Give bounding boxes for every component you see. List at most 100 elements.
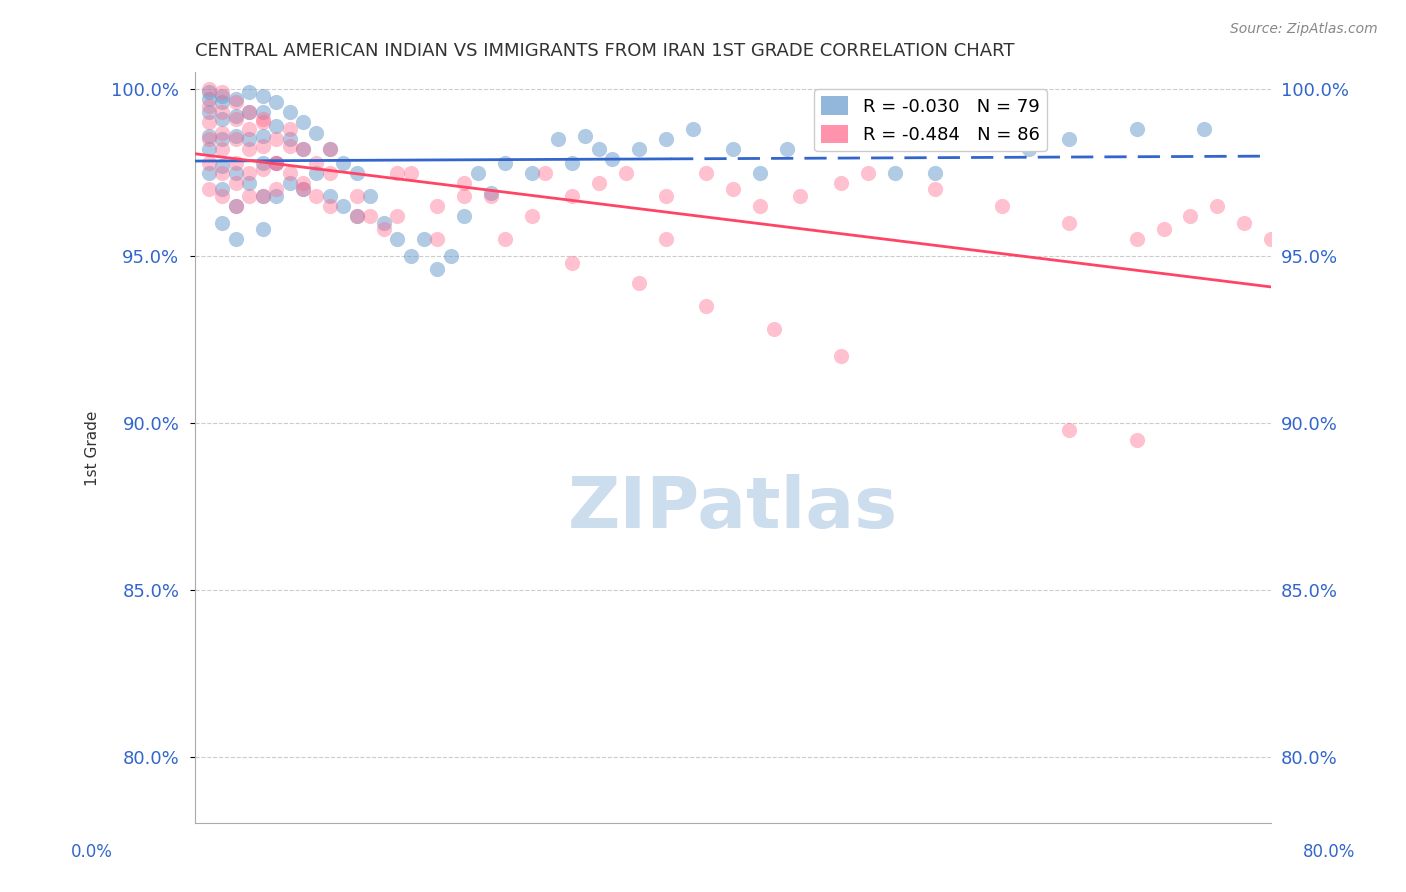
Point xyxy=(238,105,260,120)
Point xyxy=(291,182,314,196)
Point xyxy=(319,199,342,213)
Point xyxy=(924,182,946,196)
Point xyxy=(291,182,314,196)
Point xyxy=(225,199,247,213)
Point xyxy=(211,189,233,203)
Point xyxy=(561,189,583,203)
Point xyxy=(252,88,274,103)
Point xyxy=(453,176,475,190)
Point xyxy=(373,222,395,236)
Point xyxy=(252,189,274,203)
Point xyxy=(346,209,368,223)
Point xyxy=(883,165,905,179)
Point xyxy=(291,142,314,156)
Point xyxy=(264,189,287,203)
Point xyxy=(198,132,221,146)
Point xyxy=(1233,216,1256,230)
Point xyxy=(588,176,610,190)
Point xyxy=(198,82,221,96)
Point xyxy=(815,119,838,133)
Point xyxy=(225,92,247,106)
Point xyxy=(264,95,287,110)
Point xyxy=(399,165,422,179)
Point xyxy=(305,165,328,179)
Point xyxy=(278,105,301,120)
Point xyxy=(534,165,557,179)
Point xyxy=(600,152,623,166)
Point xyxy=(198,86,221,100)
Point xyxy=(695,165,717,179)
Point xyxy=(695,299,717,313)
Point xyxy=(494,155,516,169)
Point xyxy=(305,155,328,169)
Point xyxy=(1125,433,1147,447)
Point xyxy=(211,112,233,127)
Point xyxy=(332,155,354,169)
Point xyxy=(238,189,260,203)
Point xyxy=(426,199,449,213)
Point xyxy=(346,189,368,203)
Y-axis label: 1st Grade: 1st Grade xyxy=(86,410,100,485)
Point xyxy=(198,182,221,196)
Point xyxy=(264,132,287,146)
Point xyxy=(628,142,651,156)
Point xyxy=(467,165,489,179)
Point xyxy=(211,142,233,156)
Point xyxy=(225,128,247,143)
Point xyxy=(385,232,408,246)
Point xyxy=(426,232,449,246)
Point xyxy=(198,128,221,143)
Point xyxy=(547,132,569,146)
Point xyxy=(332,199,354,213)
Point xyxy=(494,232,516,246)
Point xyxy=(561,255,583,269)
Point xyxy=(1059,423,1081,437)
Point xyxy=(211,105,233,120)
Point xyxy=(561,155,583,169)
Point xyxy=(991,199,1014,213)
Point xyxy=(319,142,342,156)
Point xyxy=(655,189,678,203)
Point xyxy=(453,189,475,203)
Point xyxy=(238,86,260,100)
Point xyxy=(225,109,247,123)
Point xyxy=(413,232,436,246)
Point xyxy=(211,132,233,146)
Point xyxy=(426,262,449,277)
Point xyxy=(252,105,274,120)
Point xyxy=(1059,132,1081,146)
Point xyxy=(588,142,610,156)
Point xyxy=(291,176,314,190)
Point xyxy=(628,276,651,290)
Point xyxy=(238,142,260,156)
Point xyxy=(198,99,221,113)
Point xyxy=(225,165,247,179)
Point xyxy=(776,142,799,156)
Point xyxy=(1018,142,1040,156)
Point xyxy=(225,132,247,146)
Point xyxy=(574,128,596,143)
Point xyxy=(264,182,287,196)
Point xyxy=(291,115,314,129)
Point xyxy=(1059,216,1081,230)
Point xyxy=(319,189,342,203)
Point xyxy=(305,126,328,140)
Point xyxy=(723,182,745,196)
Point xyxy=(264,155,287,169)
Point xyxy=(198,142,221,156)
Point xyxy=(252,155,274,169)
Point xyxy=(319,142,342,156)
Point xyxy=(830,349,852,363)
Point xyxy=(211,165,233,179)
Point xyxy=(856,132,879,146)
Point xyxy=(225,95,247,110)
Point xyxy=(264,155,287,169)
Point xyxy=(238,165,260,179)
Point xyxy=(252,162,274,177)
Point xyxy=(1192,122,1215,136)
Point xyxy=(198,105,221,120)
Point xyxy=(198,115,221,129)
Legend: R = -0.030   N = 79, R = -0.484   N = 86: R = -0.030 N = 79, R = -0.484 N = 86 xyxy=(814,89,1047,151)
Point xyxy=(211,216,233,230)
Point xyxy=(225,232,247,246)
